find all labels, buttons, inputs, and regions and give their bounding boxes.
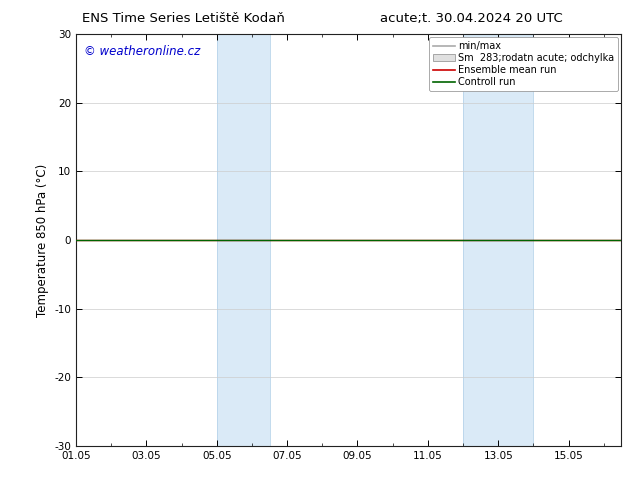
- Bar: [217, 34, 269, 446]
- Text: ENS Time Series Letiště Kodaň: ENS Time Series Letiště Kodaň: [82, 12, 285, 25]
- Bar: [463, 34, 533, 446]
- Text: © weatheronline.cz: © weatheronline.cz: [84, 45, 200, 58]
- Y-axis label: Temperature 850 hPa (°C): Temperature 850 hPa (°C): [36, 164, 49, 317]
- Text: acute;t. 30.04.2024 20 UTC: acute;t. 30.04.2024 20 UTC: [380, 12, 563, 25]
- Legend: min/max, Sm  283;rodatn acute; odchylka, Ensemble mean run, Controll run: min/max, Sm 283;rodatn acute; odchylka, …: [429, 37, 618, 91]
